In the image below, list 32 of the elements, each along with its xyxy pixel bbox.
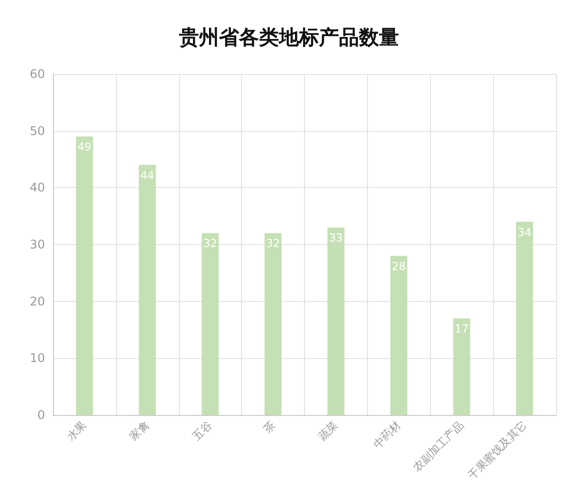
- x-tick-label: 家禽: [127, 418, 152, 444]
- data-label: 49: [77, 140, 92, 154]
- data-label: 28: [392, 260, 406, 273]
- data-label: 17: [454, 322, 469, 336]
- chart-title: 贵州省各类地标产品数量: [178, 25, 399, 49]
- y-tick-label: 40: [30, 180, 45, 195]
- data-label: 34: [518, 226, 532, 239]
- y-tick-label: 60: [30, 67, 45, 81]
- bar: [264, 233, 282, 415]
- data-label: 32: [266, 237, 280, 250]
- y-tick-label: 20: [30, 294, 45, 308]
- x-tick-label: 农副加工产品: [410, 418, 466, 474]
- x-tick-label: 五谷: [190, 418, 215, 444]
- x-tick-label: 干果蜜饯及其它: [466, 418, 530, 482]
- bar: [516, 222, 534, 415]
- y-tick-label: 50: [30, 124, 45, 138]
- bar: [390, 256, 408, 415]
- bar: [202, 233, 219, 415]
- y-tick-label: 30: [30, 238, 45, 252]
- y-tick-label: 0: [37, 408, 45, 422]
- data-label: 44: [140, 168, 154, 182]
- bar: [327, 227, 344, 415]
- bar: [76, 136, 93, 415]
- x-tick-label: 中药材: [370, 418, 404, 451]
- x-tick-label: 蔬菜: [316, 418, 341, 444]
- bar: [453, 318, 470, 415]
- bar: [138, 164, 156, 415]
- x-tick-label: 水果: [64, 418, 90, 444]
- data-label: 33: [328, 231, 343, 244]
- data-label: 32: [203, 237, 218, 250]
- x-tick-label: 茶: [260, 418, 278, 436]
- y-tick-label: 10: [30, 351, 45, 366]
